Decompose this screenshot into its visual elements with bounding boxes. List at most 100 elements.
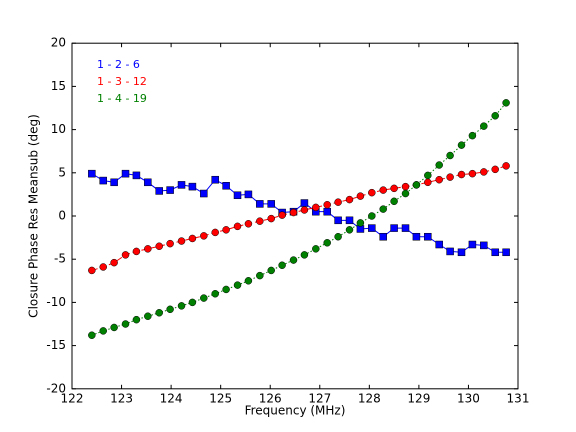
marker bbox=[256, 200, 264, 208]
x-tick-label: 128 bbox=[358, 391, 381, 405]
marker bbox=[289, 256, 298, 264]
marker bbox=[211, 290, 219, 298]
marker bbox=[88, 266, 96, 275]
marker bbox=[300, 206, 309, 214]
marker bbox=[211, 228, 219, 237]
marker bbox=[502, 162, 510, 170]
marker bbox=[244, 277, 253, 285]
y-tick-label: 15 bbox=[51, 79, 66, 93]
marker bbox=[390, 184, 398, 193]
marker bbox=[446, 247, 454, 256]
marker bbox=[177, 302, 186, 310]
y-tick-label: -5 bbox=[54, 252, 66, 266]
marker bbox=[166, 186, 174, 194]
marker bbox=[379, 232, 387, 241]
x-tick-label: 130 bbox=[457, 391, 480, 405]
marker bbox=[222, 285, 230, 294]
legend-label: 1 - 4 - 19 bbox=[97, 92, 147, 105]
marker bbox=[278, 211, 286, 219]
y-tick-label: -15 bbox=[46, 338, 66, 352]
marker bbox=[345, 195, 354, 204]
marker bbox=[379, 186, 387, 194]
marker bbox=[468, 169, 477, 178]
marker bbox=[110, 323, 118, 332]
marker bbox=[99, 263, 107, 271]
marker bbox=[88, 331, 96, 339]
marker bbox=[368, 188, 376, 197]
marker bbox=[110, 178, 118, 187]
marker bbox=[424, 232, 432, 241]
marker bbox=[468, 131, 477, 140]
marker bbox=[491, 165, 499, 174]
marker bbox=[457, 170, 466, 179]
marker bbox=[401, 182, 410, 191]
marker bbox=[144, 245, 152, 253]
marker bbox=[345, 226, 354, 234]
marker bbox=[334, 216, 342, 225]
marker bbox=[233, 222, 242, 231]
marker bbox=[177, 181, 186, 189]
x-tick-label: 131 bbox=[507, 391, 530, 405]
marker bbox=[401, 224, 410, 232]
marker bbox=[480, 122, 488, 130]
marker bbox=[233, 191, 242, 200]
marker bbox=[256, 217, 264, 225]
marker bbox=[233, 281, 242, 289]
marker bbox=[480, 241, 488, 250]
marker bbox=[312, 245, 320, 253]
y-tick-label: -20 bbox=[46, 381, 66, 395]
marker bbox=[99, 176, 107, 185]
marker bbox=[368, 224, 376, 232]
marker bbox=[110, 258, 118, 267]
marker bbox=[412, 232, 421, 241]
marker bbox=[300, 199, 309, 207]
legend-label: 1 - 2 - 6 bbox=[97, 58, 140, 71]
x-tick-label: 123 bbox=[110, 391, 133, 405]
marker bbox=[132, 315, 141, 324]
marker bbox=[435, 161, 443, 169]
x-tick-label: 127 bbox=[308, 391, 331, 405]
marker bbox=[267, 266, 275, 275]
x-axis-label: Frequency (MHz) bbox=[245, 404, 346, 418]
marker bbox=[334, 232, 342, 241]
marker bbox=[188, 298, 197, 307]
marker bbox=[256, 271, 264, 280]
x-tick-label: 125 bbox=[209, 391, 232, 405]
marker bbox=[200, 232, 208, 240]
marker bbox=[312, 203, 320, 212]
marker bbox=[356, 192, 365, 200]
marker bbox=[121, 320, 130, 328]
marker bbox=[480, 168, 488, 176]
marker bbox=[132, 247, 141, 256]
marker bbox=[188, 182, 197, 191]
marker bbox=[222, 226, 230, 234]
marker bbox=[144, 178, 152, 187]
marker bbox=[244, 190, 253, 199]
y-tick-label: 20 bbox=[51, 36, 66, 50]
y-tick-label: 10 bbox=[51, 122, 66, 136]
marker bbox=[345, 216, 354, 225]
marker bbox=[267, 200, 275, 208]
marker bbox=[368, 212, 376, 220]
marker bbox=[323, 239, 331, 247]
marker bbox=[435, 240, 443, 249]
marker bbox=[390, 224, 398, 232]
x-tick-label: 126 bbox=[259, 391, 282, 405]
marker bbox=[155, 309, 163, 317]
marker bbox=[88, 169, 96, 178]
marker bbox=[502, 99, 510, 107]
marker bbox=[289, 208, 298, 217]
marker bbox=[323, 201, 331, 209]
y-axis-label: Closure Phase Res Meansub (deg) bbox=[27, 114, 41, 318]
x-tick-label: 122 bbox=[61, 391, 84, 405]
x-tick-label: 129 bbox=[407, 391, 430, 405]
marker bbox=[166, 305, 174, 314]
marker bbox=[188, 234, 197, 243]
marker bbox=[491, 248, 499, 257]
marker bbox=[412, 181, 421, 189]
marker bbox=[457, 248, 466, 257]
marker bbox=[435, 175, 443, 184]
marker bbox=[132, 171, 141, 180]
marker bbox=[390, 197, 398, 206]
